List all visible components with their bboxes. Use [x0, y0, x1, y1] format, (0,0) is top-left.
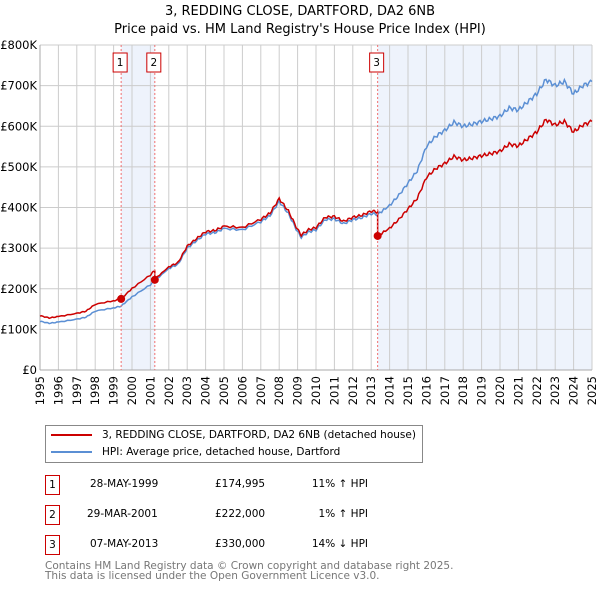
- sale-point: [117, 294, 126, 303]
- x-tick-label: 2013: [364, 376, 378, 405]
- sale-marker-box: [146, 52, 162, 73]
- chart-subtitle: Price paid vs. HM Land Registry's House …: [114, 22, 486, 37]
- x-tick-label: 2001: [143, 376, 157, 405]
- sale-marker-box: [369, 52, 385, 73]
- x-tick-label: 2008: [272, 376, 286, 405]
- sale-price: £174,995: [215, 478, 266, 490]
- y-tick-label: £500K: [0, 160, 37, 174]
- footer: Contains HM Land Registry data © Crown c…: [45, 560, 454, 582]
- y-tick-label: £700K: [0, 79, 37, 93]
- x-tick-label: 2010: [309, 376, 323, 405]
- legend-swatch-hpi: [51, 451, 92, 453]
- x-tick-label: 2025: [585, 376, 599, 405]
- y-tick-label: £600K: [0, 119, 37, 133]
- x-tick-label: 1998: [88, 376, 102, 405]
- sale-marker-label: 3: [373, 57, 380, 69]
- sale-date: 28-MAY-1999: [90, 478, 159, 490]
- x-tick-label: 2014: [383, 376, 397, 405]
- sale-price: £222,000: [215, 508, 266, 520]
- sale-hpi-diff: 11% ↑ HPI: [311, 478, 368, 490]
- sale-point: [150, 275, 159, 284]
- footer-line-1: Contains HM Land Registry data © Crown c…: [45, 560, 454, 572]
- x-tick-label: 1995: [33, 376, 47, 405]
- sale-date: 29-MAR-2001: [87, 508, 158, 520]
- x-tick-label: 2015: [401, 376, 415, 405]
- sale-marker-label: 1: [117, 57, 124, 69]
- y-tick-label: £100K: [0, 322, 37, 336]
- x-tick-label: 2021: [511, 376, 525, 405]
- sale-date: 07-MAY-2013: [90, 538, 159, 550]
- legend-label-hpi: HPI: Average price, detached house, Dart…: [102, 446, 341, 458]
- legend-swatch-property: [51, 434, 92, 436]
- hpi-line: [39, 77, 593, 325]
- y-tick-label: £300K: [0, 241, 37, 255]
- x-tick-label: 2006: [235, 376, 249, 405]
- sale-hpi-diff: 14% ↓ HPI: [311, 538, 368, 550]
- chart-title: 3, REDDING CLOSE, DARTFORD, DA2 6NB: [164, 4, 436, 19]
- legend-label-property: 3, REDDING CLOSE, DARTFORD, DA2 6NB (det…: [102, 429, 416, 441]
- chart-plot: 1995 1996 1997 1998 1999 2000 2001 2002 2003 2004…: [0, 38, 599, 405]
- sale-hpi-diff: 1% ↑ HPI: [318, 508, 368, 520]
- y-tick-label: £400K: [0, 201, 37, 215]
- x-tick-label: 2004: [199, 376, 213, 405]
- x-tick-label: 2000: [125, 376, 139, 405]
- sale-marker-box: [112, 52, 128, 73]
- x-tick-label: 1999: [107, 376, 121, 405]
- x-tick-label: 2022: [530, 376, 544, 405]
- sale-number: 2: [45, 505, 60, 525]
- x-tick-label: 1997: [70, 376, 84, 405]
- y-tick-label: £200K: [0, 282, 37, 296]
- legend: 3, REDDING CLOSE, DARTFORD, DA2 6NB (det…: [45, 425, 423, 463]
- x-tick-label: 2016: [419, 376, 433, 405]
- x-tick-label: 2009: [291, 376, 305, 405]
- x-tick-label: 1996: [51, 376, 65, 405]
- sale-number: 1: [45, 475, 60, 495]
- x-tick-label: 2007: [254, 376, 268, 405]
- y-tick-label: £0: [22, 363, 37, 377]
- x-tick-label: 2020: [493, 376, 507, 405]
- sale-point: [373, 231, 382, 240]
- x-tick-label: 2017: [438, 376, 452, 405]
- property-line: [39, 118, 593, 320]
- x-tick-label: 2012: [346, 376, 360, 405]
- sale-marker-label: 2: [150, 57, 157, 69]
- sale-number: 3: [45, 535, 60, 555]
- x-tick-label: 2024: [567, 376, 581, 405]
- x-tick-label: 2023: [548, 376, 562, 405]
- y-tick-label: £800K: [0, 38, 37, 52]
- footer-line-2: This data is licensed under the Open Gov…: [45, 570, 380, 582]
- x-tick-label: 2011: [327, 376, 341, 405]
- x-tick-label: 2019: [475, 376, 489, 405]
- x-tick-label: 2003: [180, 376, 194, 405]
- x-tick-label: 2018: [456, 376, 470, 405]
- x-tick-label: 2002: [162, 376, 176, 405]
- sale-price: £330,000: [215, 538, 266, 550]
- x-tick-label: 2005: [217, 376, 231, 405]
